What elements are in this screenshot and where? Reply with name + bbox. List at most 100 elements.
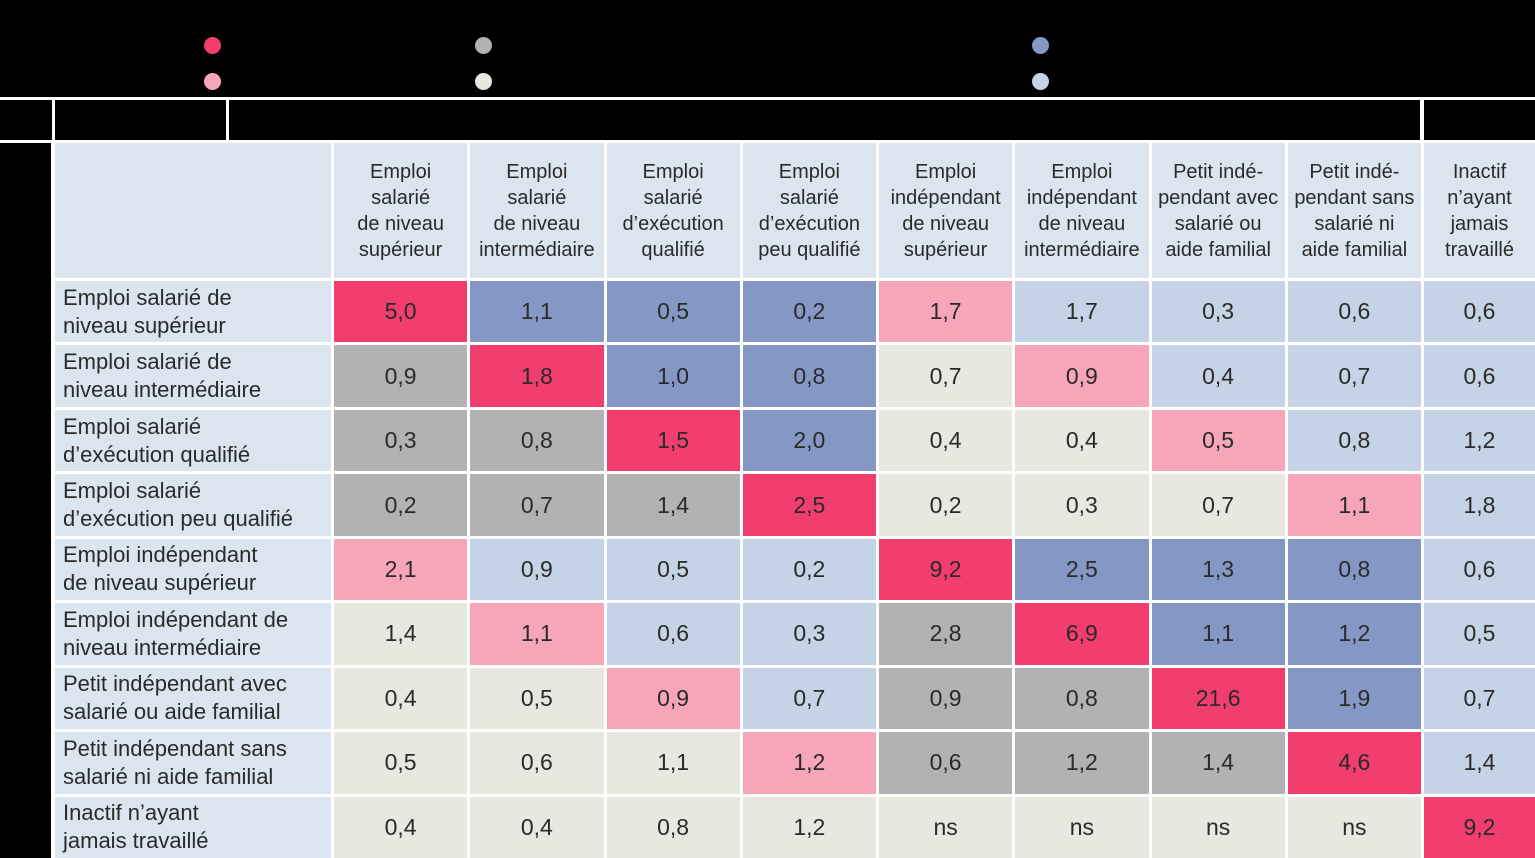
value-cell-r9-c8: ns <box>1287 796 1421 858</box>
legend-swatch-dark-blue-icon <box>1032 37 1049 54</box>
value-cell-r8-c1: 0,5 <box>334 732 468 794</box>
value-cell-r4-c4: 2,5 <box>742 474 876 536</box>
value-cell-r5-c8: 0,8 <box>1287 538 1421 601</box>
value-cell-r1-c1: 5,0 <box>334 281 468 343</box>
value-cell-r9-c1: 0,4 <box>334 796 468 858</box>
value-cell-r9-c2: 0,4 <box>470 796 604 858</box>
header-band-main <box>229 100 1420 140</box>
value-cell-r8-c5: 0,6 <box>879 732 1013 794</box>
value-cell-r1-c3: 0,5 <box>606 281 740 343</box>
value-cell-r5-c5: 9,2 <box>879 538 1013 601</box>
value-cell-r6-c5: 2,8 <box>879 603 1013 665</box>
value-cell-r8-c6: 1,2 <box>1015 732 1149 794</box>
value-cell-r5-c9: 0,6 <box>1424 538 1535 601</box>
value-cell-r4-c8: 1,1 <box>1287 474 1421 536</box>
value-cell-r2-c9: 0,6 <box>1424 345 1535 407</box>
value-cell-r8-c4: 1,2 <box>742 732 876 794</box>
legend-swatch-pink-icon <box>204 73 221 90</box>
value-cell-r1-c8: 0,6 <box>1287 281 1421 343</box>
value-cell-r8-c7: 1,4 <box>1151 732 1285 794</box>
value-cell-r9-c5: ns <box>879 796 1013 858</box>
value-cell-r9-c6: ns <box>1015 796 1149 858</box>
value-cell-r3-c5: 0,4 <box>879 409 1013 472</box>
value-cell-r8-c9: 1,4 <box>1424 732 1535 794</box>
value-cell-r4-c5: 0,2 <box>879 474 1013 536</box>
legend-swatch-gray-icon <box>475 37 492 54</box>
value-cell-r7-c8: 1,9 <box>1287 667 1421 730</box>
value-cell-r3-c9: 1,2 <box>1424 409 1535 472</box>
value-cell-r8-c3: 1,1 <box>606 732 740 794</box>
value-cell-r1-c7: 0,3 <box>1151 281 1285 343</box>
header-band-right <box>1424 100 1535 140</box>
value-cell-r6-c4: 0,3 <box>742 603 876 665</box>
column-header-5: Emploi indépendant de niveau supérieur <box>879 143 1013 278</box>
value-cell-r3-c4: 2,0 <box>742 409 876 472</box>
legend-swatch-light-blue-icon <box>1032 73 1049 90</box>
value-cell-r4-c3: 1,4 <box>606 474 740 536</box>
value-cell-r2-c8: 0,7 <box>1287 345 1421 407</box>
value-cell-r3-c6: 0,4 <box>1015 409 1149 472</box>
value-cell-r4-c6: 0,3 <box>1015 474 1149 536</box>
value-cell-r5-c4: 0,2 <box>742 538 876 601</box>
column-header-3: Emploi salarié d’exécution qualifié <box>606 143 740 278</box>
value-cell-r7-c9: 0,7 <box>1424 667 1535 730</box>
value-cell-r2-c3: 1,0 <box>606 345 740 407</box>
legend-swatch-red-icon <box>204 37 221 54</box>
column-header-6: Emploi indépendant de niveau intermédiai… <box>1015 143 1149 278</box>
value-cell-r2-c5: 0,7 <box>879 345 1013 407</box>
value-cell-r5-c1: 2,1 <box>334 538 468 601</box>
value-cell-r7-c2: 0,5 <box>470 667 604 730</box>
column-header-1: Emploi salarié de niveau supérieur <box>334 143 468 278</box>
value-cell-r7-c6: 0,8 <box>1015 667 1149 730</box>
value-cell-r2-c1: 0,9 <box>334 345 468 407</box>
value-cell-r5-c7: 1,3 <box>1151 538 1285 601</box>
value-cell-r5-c3: 0,5 <box>606 538 740 601</box>
column-header-9: Inactif n’ayant jamais travaillé <box>1424 143 1535 278</box>
value-cell-r7-c5: 0,9 <box>879 667 1013 730</box>
value-cell-r3-c3: 1,5 <box>606 409 740 472</box>
row-label-8: Petit indépendant sans salarié ni aide f… <box>55 732 331 794</box>
table-corner-cell <box>55 143 331 278</box>
value-cell-r7-c4: 0,7 <box>742 667 876 730</box>
value-cell-r6-c9: 0,5 <box>1424 603 1535 665</box>
value-cell-r9-c3: 0,8 <box>606 796 740 858</box>
value-cell-r2-c2: 1,8 <box>470 345 604 407</box>
row-header-black-column <box>0 143 51 858</box>
value-cell-r4-c2: 0,7 <box>470 474 604 536</box>
header-band-left <box>55 100 226 140</box>
value-cell-r6-c7: 1,1 <box>1151 603 1285 665</box>
odds-ratio-table: Emploi salarié de niveau supérieur Emploi… <box>55 143 1535 858</box>
row-label-4: Emploi salarié d’exécution peu qualifié <box>55 474 331 536</box>
value-cell-r3-c2: 0,8 <box>470 409 604 472</box>
value-cell-r5-c6: 2,5 <box>1015 538 1149 601</box>
value-cell-r7-c3: 0,9 <box>606 667 740 730</box>
value-cell-r3-c1: 0,3 <box>334 409 468 472</box>
row-label-5: Emploi indépendant de niveau supérieur <box>55 538 331 601</box>
column-header-4: Emploi salarié d’exécution peu qualifié <box>742 143 876 278</box>
value-cell-r6-c1: 1,4 <box>334 603 468 665</box>
value-cell-r4-c1: 0,2 <box>334 474 468 536</box>
value-cell-r1-c4: 0,2 <box>742 281 876 343</box>
value-cell-r5-c2: 0,9 <box>470 538 604 601</box>
value-cell-r2-c7: 0,4 <box>1151 345 1285 407</box>
row-label-3: Emploi salarié d’exécution qualifié <box>55 409 331 472</box>
value-cell-r9-c7: ns <box>1151 796 1285 858</box>
value-cell-r3-c8: 0,8 <box>1287 409 1421 472</box>
value-cell-r9-c4: 1,2 <box>742 796 876 858</box>
value-cell-r6-c6: 6,9 <box>1015 603 1149 665</box>
value-cell-r1-c9: 0,6 <box>1424 281 1535 343</box>
value-cell-r4-c7: 0,7 <box>1151 474 1285 536</box>
value-cell-r1-c2: 1,1 <box>470 281 604 343</box>
row-label-6: Emploi indépendant de niveau intermédiai… <box>55 603 331 665</box>
legend-panel <box>0 0 1535 97</box>
value-cell-r3-c7: 0,5 <box>1151 409 1285 472</box>
row-label-7: Petit indépendant avec salarié ou aide f… <box>55 667 331 730</box>
value-cell-r2-c6: 0,9 <box>1015 345 1149 407</box>
value-cell-r1-c5: 1,7 <box>879 281 1013 343</box>
column-header-7: Petit indé- pendant avec salarié ou aide… <box>1151 143 1285 278</box>
value-cell-r6-c3: 0,6 <box>606 603 740 665</box>
legend-swatch-beige-icon <box>475 73 492 90</box>
value-cell-r7-c7: 21,6 <box>1151 667 1285 730</box>
value-cell-r8-c8: 4,6 <box>1287 732 1421 794</box>
